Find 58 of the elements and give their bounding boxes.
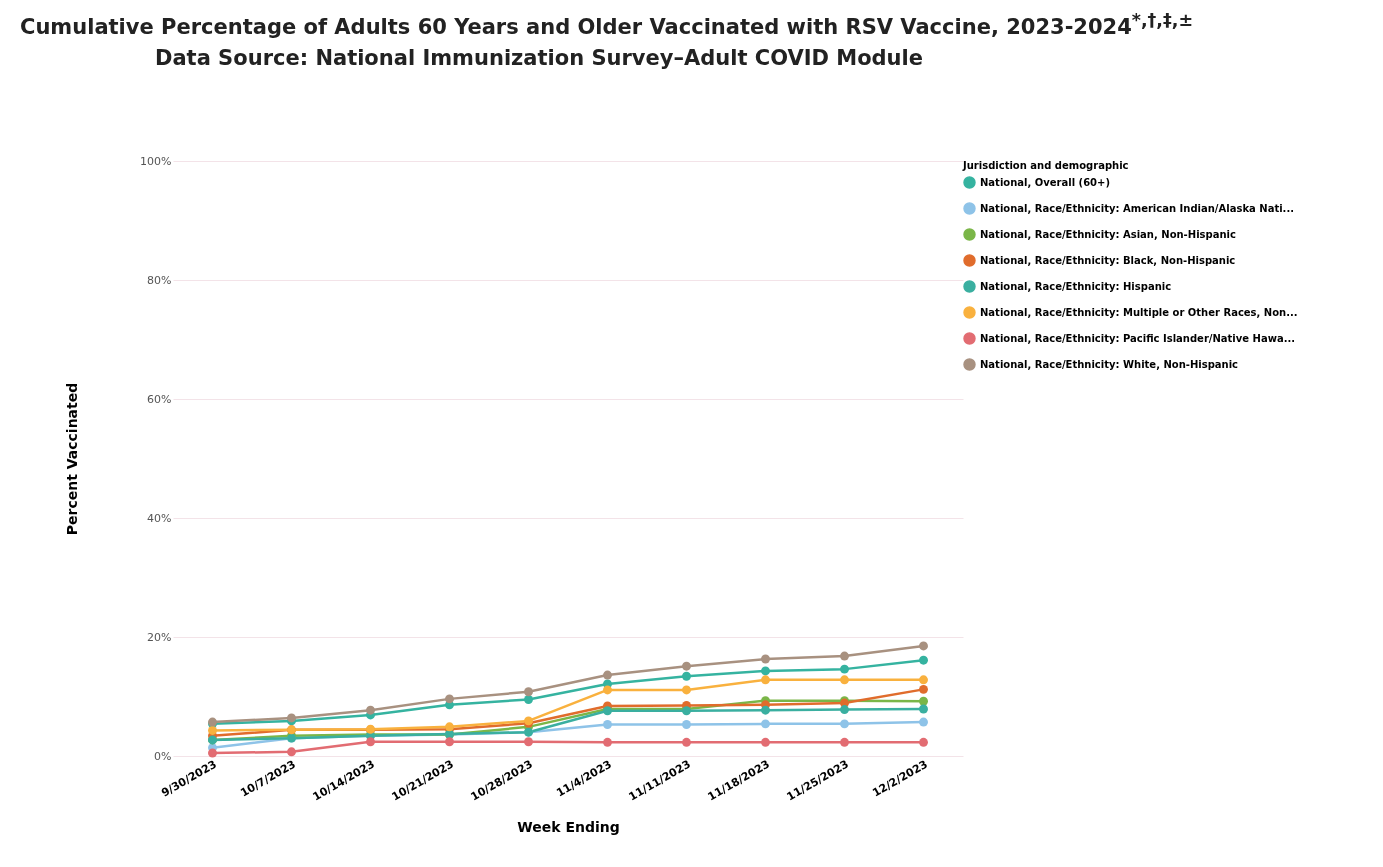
- legend-label: National, Race/Ethnicity: Pacific Islander/Native Hawa...: [980, 332, 1296, 344]
- y-axis-title: Percent Vaccinated: [64, 382, 81, 536]
- point: [682, 720, 691, 729]
- point: [840, 664, 849, 674]
- point: [840, 675, 849, 685]
- point: [603, 720, 612, 729]
- point: [208, 748, 217, 758]
- point: [919, 641, 928, 651]
- legend-label: National, Race/Ethnicity: Black, Non-Hispanic: [980, 254, 1236, 266]
- point: [761, 666, 770, 676]
- point: [603, 670, 612, 680]
- chart-title: Cumulative Percentage of Adults 60 Years and Older Vaccinated with RSV Vaccine, 2023-2024$^{*,†,‡,±}$: [20, 10, 1194, 39]
- point: [919, 704, 928, 714]
- point: [603, 737, 612, 747]
- point: [445, 694, 454, 704]
- point: [840, 719, 849, 729]
- point: [761, 705, 770, 715]
- point: [919, 684, 928, 694]
- legend-label: National, Race/Ethnicity: Multiple or Other Races, Non...: [980, 306, 1298, 318]
- legend-label: National, Race/Ethnicity: American Indian/Alaska Nati...: [980, 202, 1294, 214]
- point: [524, 737, 533, 747]
- chart-subtitle: Data Source: National Immunization Survey–Adult COVID Module: [155, 46, 924, 70]
- point: [840, 737, 849, 747]
- point: [524, 695, 533, 704]
- point: [682, 661, 691, 671]
- point: [603, 685, 612, 695]
- point: [682, 685, 691, 695]
- point: [682, 671, 691, 681]
- point: [919, 696, 928, 706]
- y-tick-label: 100%: [140, 154, 172, 168]
- point: [208, 725, 217, 735]
- point: [287, 747, 296, 757]
- point: [919, 655, 928, 665]
- point: [919, 717, 928, 727]
- point: [524, 687, 533, 697]
- point: [840, 651, 849, 661]
- legend-label: National, Overall (60+): [980, 176, 1111, 188]
- y-tick-label: 0%: [154, 749, 172, 763]
- point: [919, 675, 928, 685]
- point: [761, 737, 770, 747]
- point: [682, 737, 691, 747]
- point: [761, 719, 770, 729]
- legend-label: National, Race/Ethnicity: White, Non-Hispanic: [980, 358, 1239, 370]
- legend-title: Jurisdiction and demographic: [962, 160, 1129, 171]
- point: [366, 705, 375, 715]
- point: [919, 737, 928, 747]
- y-tick-label: 80%: [147, 273, 172, 287]
- point: [761, 675, 770, 685]
- legend-label: National, Race/Ethnicity: Asian, Non-Hispanic: [980, 228, 1236, 240]
- x-axis-title: Week Ending: [517, 818, 620, 835]
- point: [445, 737, 454, 747]
- y-tick-label: 60%: [147, 392, 172, 406]
- y-tick-label: 40%: [147, 511, 172, 525]
- point: [366, 737, 375, 747]
- point: [840, 705, 849, 715]
- point: [761, 654, 770, 664]
- legend-label: National, Race/Ethnicity: Hispanic: [980, 280, 1172, 292]
- y-tick-label: 20%: [147, 630, 172, 644]
